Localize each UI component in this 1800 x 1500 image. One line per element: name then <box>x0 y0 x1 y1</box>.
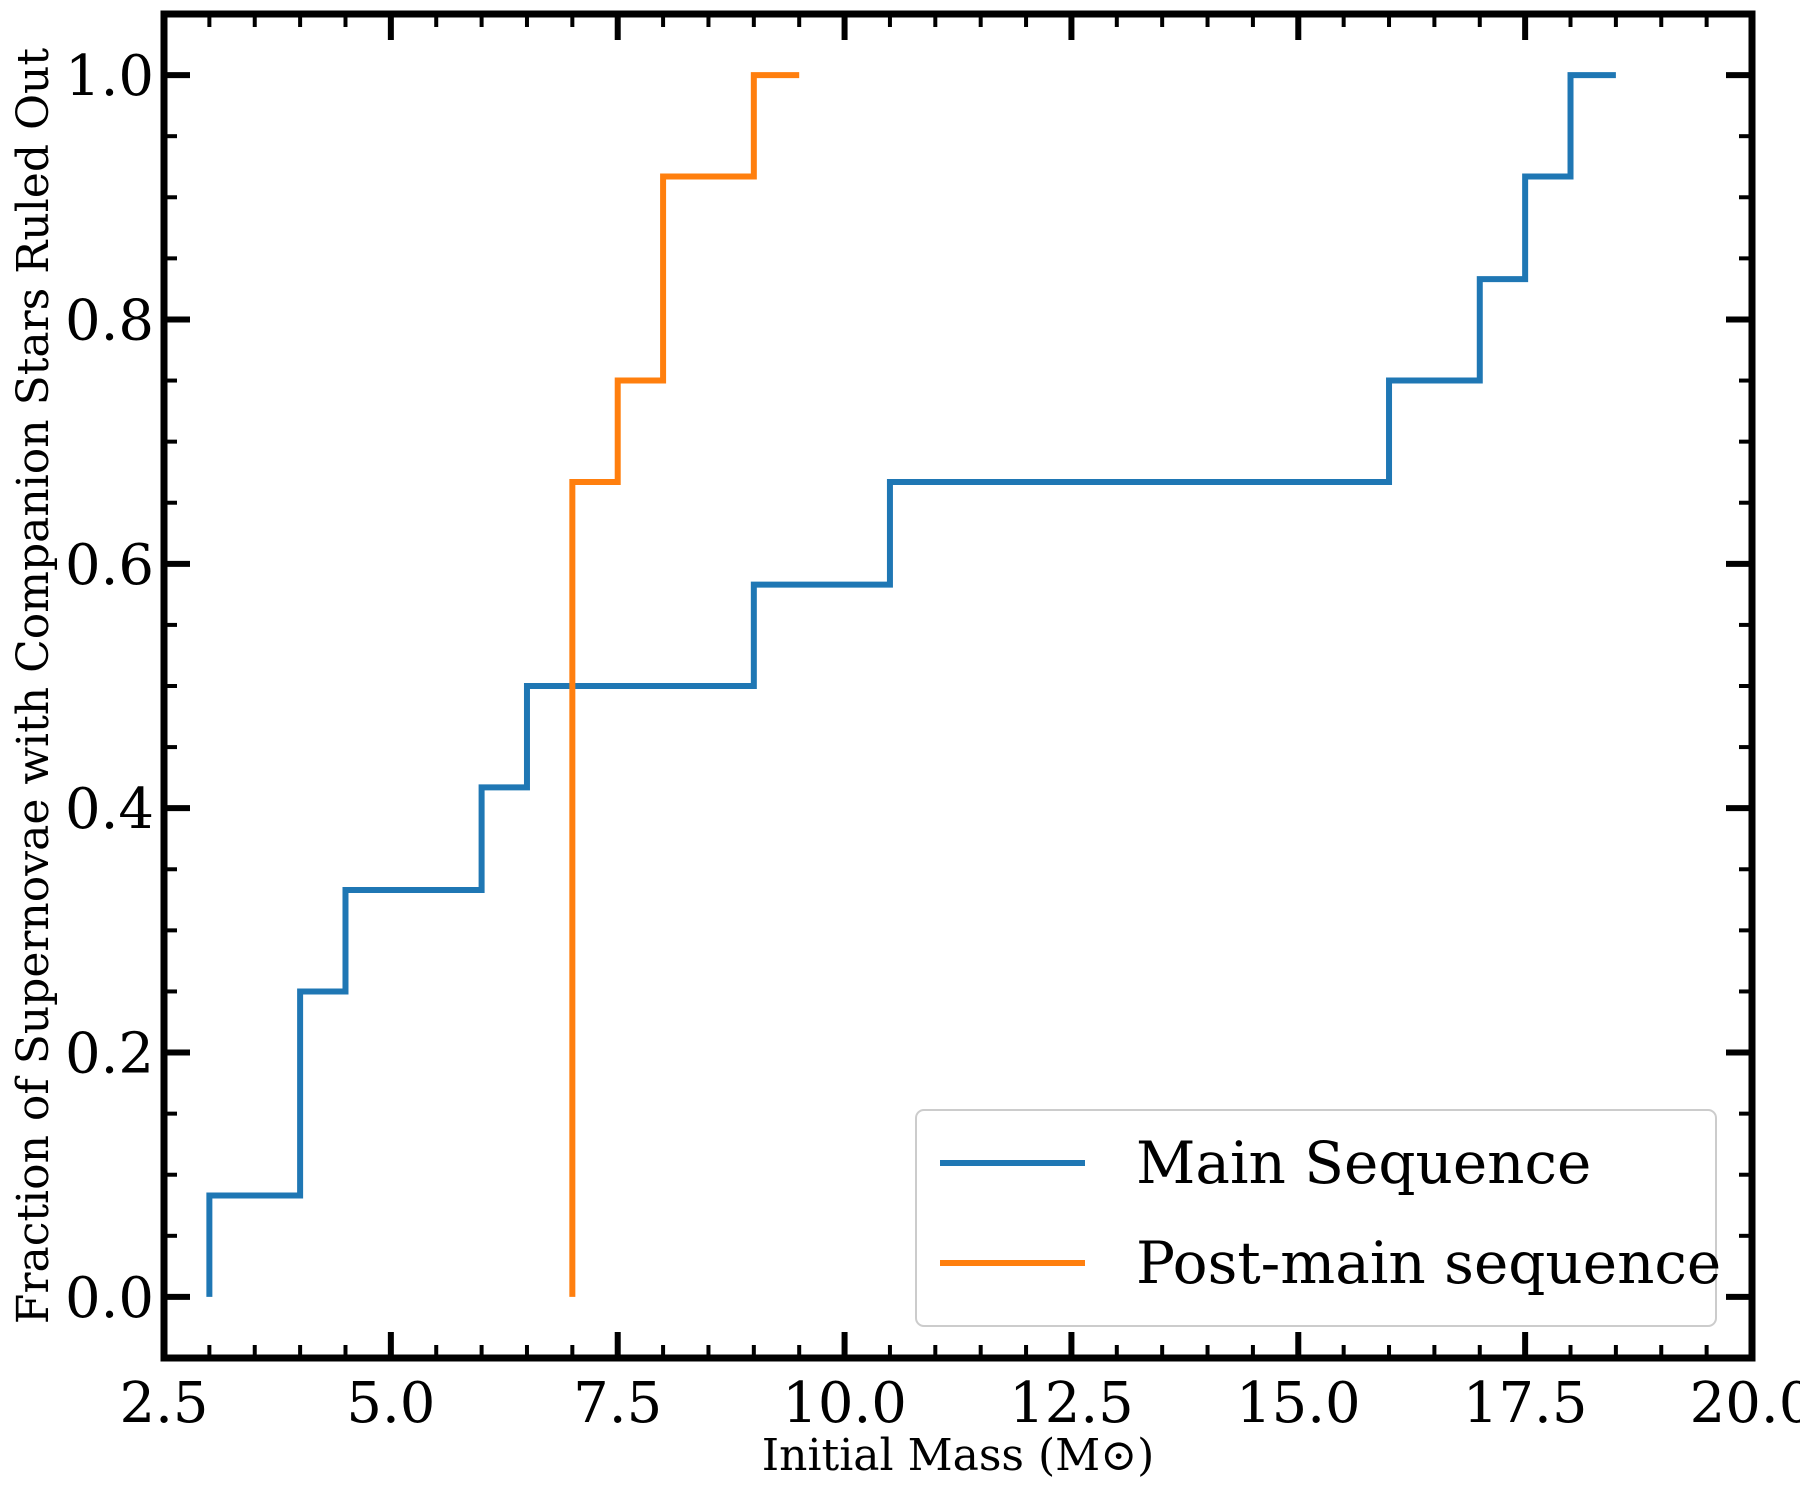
x-tick-label: 20.0 <box>1690 1371 1800 1436</box>
series-layer <box>206 72 1616 1297</box>
legend-label-main-sequence: Main Sequence <box>1136 1129 1591 1197</box>
x-tick-label: 7.5 <box>573 1371 662 1436</box>
x-tick-label: 2.5 <box>119 1371 208 1436</box>
y-tick-label: 0.0 <box>65 1266 154 1331</box>
series-line-main-sequence <box>206 72 1616 1297</box>
plot-frame <box>160 10 1756 1362</box>
y-tick-label: 0.8 <box>65 288 154 353</box>
x-tick-label: 12.5 <box>1009 1371 1134 1436</box>
tick-labels: 2.5 5.0 7.5 10.0 12.5 15.0 17.5 20.0 0.0 0.2 0.4 0.… <box>65 44 1800 1436</box>
x-tick-label: 10.0 <box>782 1371 907 1436</box>
y-tick-label: 1.0 <box>65 44 154 109</box>
y-tick-label: 0.6 <box>65 533 154 598</box>
x-tick-label: 17.5 <box>1463 1371 1588 1436</box>
y-axis-label: Fraction of Supernovae with Companion St… <box>8 48 59 1324</box>
x-tick-label: 15.0 <box>1236 1371 1361 1436</box>
legend-box <box>915 1109 1717 1327</box>
y-tick-label: 0.4 <box>65 777 154 842</box>
legend-label-post-main-sequence: Post-main sequence <box>1136 1229 1721 1297</box>
x-axis-label: Initial Mass (M⊙) <box>762 1430 1155 1481</box>
y-tick-label: 0.2 <box>65 1022 154 1087</box>
legend: Main Sequence Post-main sequence <box>915 1109 1721 1327</box>
x-tick-label: 5.0 <box>346 1371 435 1436</box>
series-line-post-main-sequence <box>569 72 800 1297</box>
